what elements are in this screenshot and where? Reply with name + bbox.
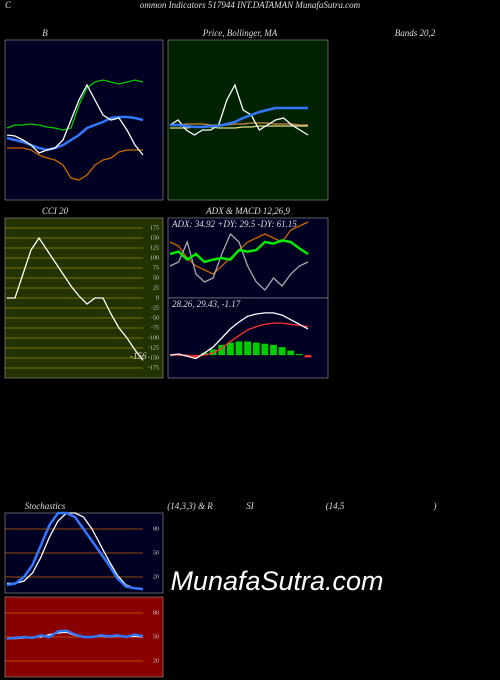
series-line xyxy=(169,239,309,264)
panel-title: B xyxy=(42,28,48,38)
y-tick-label: 75 xyxy=(153,265,159,271)
series-line xyxy=(7,147,143,181)
panel-title: SI xyxy=(246,501,255,511)
panel xyxy=(4,39,164,201)
y-tick-label: -50 xyxy=(151,315,159,321)
histogram-bar xyxy=(201,352,208,356)
histogram-bar xyxy=(235,341,243,356)
y-tick-label: -175 xyxy=(148,365,159,371)
series-line xyxy=(6,511,144,591)
y-tick-label: 20 xyxy=(153,658,159,664)
histogram-bar xyxy=(244,341,252,356)
y-tick-label: -125 xyxy=(148,345,159,351)
series-line xyxy=(7,236,144,361)
panel xyxy=(167,39,329,201)
series-line xyxy=(170,106,308,129)
histogram-bar xyxy=(226,342,234,356)
panel-title: ) xyxy=(433,501,437,511)
series-line xyxy=(169,83,309,136)
y-tick-label: -100 xyxy=(148,335,159,341)
y-tick-label: -25 xyxy=(151,305,159,311)
panel-title: CCI 20 xyxy=(42,206,69,216)
y-tick-label: 125 xyxy=(150,245,159,251)
histogram-bar xyxy=(218,344,226,356)
header-left: C xyxy=(5,0,12,10)
y-tick-label: 0 xyxy=(156,295,159,301)
histogram-bar xyxy=(252,342,260,356)
panel xyxy=(167,297,329,379)
panel-title: Bands 20,2 xyxy=(395,28,436,38)
y-tick-label: 175 xyxy=(150,225,159,231)
series-line xyxy=(6,83,144,156)
y-tick-label: 150 xyxy=(150,235,159,241)
y-tick-label: -75 xyxy=(151,325,159,331)
y-tick-label: 50 xyxy=(153,550,159,556)
histogram-bar xyxy=(261,343,269,356)
series-line xyxy=(169,312,309,360)
series-line xyxy=(169,232,309,291)
histogram-bar xyxy=(287,350,295,356)
y-tick-label: 25 xyxy=(153,285,159,291)
header-text: ommon Indicators 517944 INT.DATAMAN Muna… xyxy=(140,0,361,10)
histogram-bar xyxy=(270,344,277,356)
histogram-bar xyxy=(295,354,303,356)
y-tick-label: 80 xyxy=(153,610,159,616)
annotation: ADX: 34.92 +DY: 29.5 -DY: 61.15 xyxy=(171,219,297,229)
annotation: -156 xyxy=(130,351,147,361)
panel xyxy=(167,217,329,299)
watermark: MunafaSutra.com xyxy=(170,566,383,596)
panel-title: (14,5 xyxy=(326,501,345,511)
panel-title: (14,3,3) & R xyxy=(167,501,213,511)
panel-title: Stochastics xyxy=(25,501,66,511)
histogram-bar xyxy=(304,355,312,358)
y-tick-label: 80 xyxy=(153,526,159,532)
series-line xyxy=(6,79,144,131)
series-line xyxy=(170,322,309,357)
annotation: 28.26, 29.43, -1.17 xyxy=(172,299,241,309)
y-tick-label: 100 xyxy=(150,255,159,261)
series-line xyxy=(6,629,144,640)
series-line xyxy=(170,122,308,126)
series-line xyxy=(7,512,144,590)
y-tick-label: 50 xyxy=(153,275,159,281)
y-tick-label: 50 xyxy=(153,634,159,640)
y-tick-label: -150 xyxy=(148,355,159,361)
panel-title: Price, Bollinger, MA xyxy=(202,28,278,38)
y-tick-label: 20 xyxy=(153,574,159,580)
panel-title: ADX & MACD 12,26,9 xyxy=(205,206,290,216)
histogram-bar xyxy=(278,347,286,356)
